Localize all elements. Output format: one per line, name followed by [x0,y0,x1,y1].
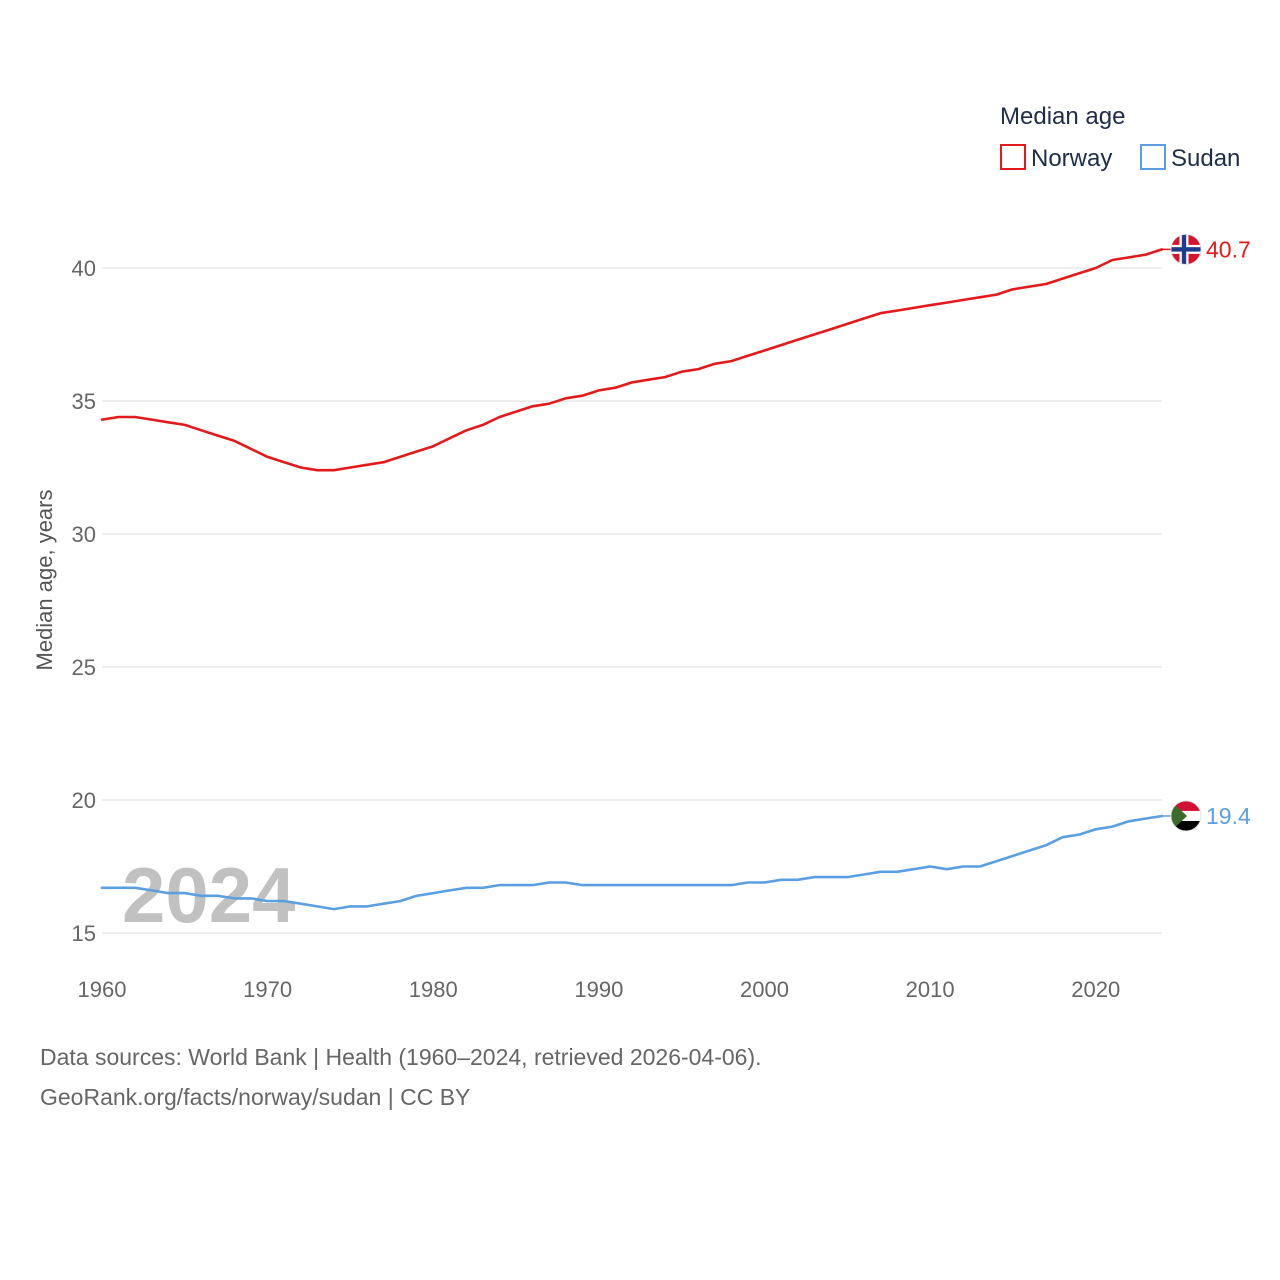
x-tick-2010: 2010 [906,977,955,1002]
norway-flag-icon [1170,233,1202,265]
legend-title: Median age [1000,103,1125,130]
legend: Median age Norway Sudan [1000,103,1240,172]
legend-label-norway: Norway [1031,145,1112,172]
x-tick-1960: 1960 [78,977,127,1002]
x-tick-2020: 2020 [1071,977,1120,1002]
gridlines [102,267,1162,934]
y-tick-25: 25 [72,655,96,680]
y-tick-15: 15 [72,921,96,946]
series-line-norway[interactable] [100,248,1164,472]
legend-swatch-norway [1000,144,1026,170]
legend-item-norway[interactable]: Norway [1000,144,1112,172]
series-lines [100,248,1164,911]
x-tick-1980: 1980 [409,977,458,1002]
y-axis-label: Median age, years [32,490,57,671]
y-tick-20: 20 [72,788,96,813]
x-tick-1990: 1990 [574,977,623,1002]
source-line-2: GeoRank.org/facts/norway/sudan | CC BY [40,1084,471,1110]
series-line-sudan[interactable] [100,814,1164,911]
series-end-labels: 40.7 19.4 [1162,233,1251,832]
y-tick-35: 35 [72,389,96,414]
x-axis-ticks: 1960 1970 1980 1990 2000 2010 2020 [78,977,1121,1002]
y-tick-30: 30 [72,522,96,547]
legend-item-sudan[interactable]: Sudan [1140,144,1240,172]
y-axis-ticks: 15 20 25 30 35 40 [72,256,96,946]
legend-label-sudan: Sudan [1171,145,1240,172]
x-tick-2000: 2000 [740,977,789,1002]
end-label-sudan: 19.4 [1206,803,1251,829]
legend-swatch-sudan [1140,144,1166,170]
x-tick-1970: 1970 [243,977,292,1002]
source-line-1: Data sources: World Bank | Health (1960–… [40,1044,762,1070]
y-tick-40: 40 [72,256,96,281]
sudan-flag-icon [1170,800,1202,832]
end-label-norway: 40.7 [1206,236,1251,262]
